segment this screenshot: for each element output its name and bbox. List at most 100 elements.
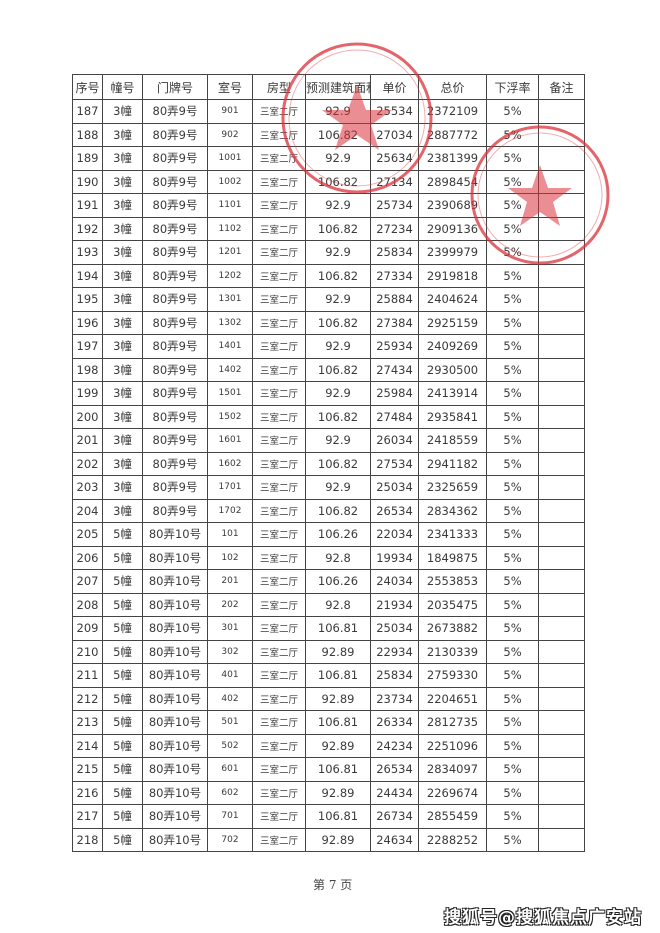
cell-area: 92.9	[305, 334, 371, 359]
cell-remark	[538, 287, 585, 312]
cell-layout: 三室二厅	[252, 663, 306, 688]
cell-building: 5幢	[102, 663, 143, 688]
cell-room-no: 601	[207, 757, 253, 782]
cell-layout: 三室二厅	[252, 592, 306, 617]
cell-remark	[538, 404, 585, 429]
table-row: 210 5幢 80弄10号 302 三室二厅 92.89 22934 2130339 5%	[72, 639, 585, 664]
cell-door-no: 80弄10号	[142, 569, 208, 594]
cell-door-no: 80弄10号	[142, 710, 208, 735]
cell-building: 5幢	[102, 827, 143, 852]
cell-unit-price: 27434	[370, 357, 419, 382]
cell-room-no: 1401	[207, 334, 253, 359]
table-row: 192 3幢 80弄9号 1102 三室二厅 106.82 27234 2909136 5%	[72, 216, 585, 241]
cell-total-price: 2251096	[418, 733, 487, 758]
cell-remark	[538, 146, 585, 171]
cell-discount-rate: 5%	[486, 592, 539, 617]
cell-layout: 三室二厅	[252, 545, 306, 570]
cell-building: 3幢	[102, 287, 143, 312]
cell-layout: 三室二厅	[252, 310, 306, 335]
cell-total-price: 2035475	[418, 592, 487, 617]
cell-area: 106.81	[305, 710, 371, 735]
cell-door-no: 80弄10号	[142, 757, 208, 782]
cell-total-price: 2325659	[418, 475, 487, 500]
cell-door-no: 80弄10号	[142, 545, 208, 570]
cell-layout: 三室二厅	[252, 616, 306, 641]
cell-remark	[538, 592, 585, 617]
cell-unit-price: 25034	[370, 475, 419, 500]
table-row: 188 3幢 80弄9号 902 三室二厅 106.82 27034 2887772 5%	[72, 122, 585, 147]
table-row: 213 5幢 80弄10号 501 三室二厅 106.81 26334 2812735 5%	[72, 710, 585, 735]
cell-unit-price: 25834	[370, 240, 419, 265]
table-row: 208 5幢 80弄10号 202 三室二厅 92.8 21934 2035475 5%	[72, 592, 585, 617]
cell-door-no: 80弄10号	[142, 804, 208, 829]
cell-seq: 209	[72, 616, 103, 641]
cell-layout: 三室二厅	[252, 334, 306, 359]
cell-door-no: 80弄10号	[142, 733, 208, 758]
cell-layout: 三室二厅	[252, 169, 306, 194]
cell-seq: 216	[72, 780, 103, 805]
cell-room-no: 701	[207, 804, 253, 829]
cell-door-no: 80弄9号	[142, 169, 208, 194]
cell-seq: 187	[72, 99, 103, 124]
cell-room-no: 1201	[207, 240, 253, 265]
cell-remark	[538, 216, 585, 241]
cell-layout: 三室二厅	[252, 146, 306, 171]
cell-remark	[538, 263, 585, 288]
cell-seq: 190	[72, 169, 103, 194]
table-row: 201 3幢 80弄9号 1601 三室二厅 92.9 26034 2418559 5%	[72, 428, 585, 453]
cell-total-price: 2553853	[418, 569, 487, 594]
cell-building: 5幢	[102, 710, 143, 735]
cell-remark	[538, 616, 585, 641]
cell-layout: 三室二厅	[252, 381, 306, 406]
cell-total-price: 2834097	[418, 757, 487, 782]
cell-area: 92.89	[305, 780, 371, 805]
cell-unit-price: 26534	[370, 498, 419, 523]
cell-building: 3幢	[102, 240, 143, 265]
cell-door-no: 80弄9号	[142, 498, 208, 523]
cell-seq: 210	[72, 639, 103, 664]
cell-discount-rate: 5%	[486, 804, 539, 829]
table-row: 197 3幢 80弄9号 1401 三室二厅 92.9 25934 2409269 5%	[72, 334, 585, 359]
cell-building: 3幢	[102, 334, 143, 359]
cell-building: 5幢	[102, 569, 143, 594]
cell-room-no: 502	[207, 733, 253, 758]
cell-total-price: 2812735	[418, 710, 487, 735]
cell-room-no: 102	[207, 545, 253, 570]
table-row: 206 5幢 80弄10号 102 三室二厅 92.8 19934 1849875 5%	[72, 545, 585, 570]
header-total-price: 总价	[418, 74, 487, 100]
cell-area: 106.82	[305, 216, 371, 241]
cell-seq: 188	[72, 122, 103, 147]
table-row: 212 5幢 80弄10号 402 三室二厅 92.89 23734 2204651 5%	[72, 686, 585, 711]
cell-room-no: 302	[207, 639, 253, 664]
cell-remark	[538, 451, 585, 476]
cell-layout: 三室二厅	[252, 686, 306, 711]
cell-discount-rate: 5%	[486, 122, 539, 147]
table-row: 195 3幢 80弄9号 1301 三室二厅 92.9 25884 2404624 5%	[72, 287, 585, 312]
cell-remark	[538, 663, 585, 688]
cell-remark	[538, 381, 585, 406]
cell-discount-rate: 5%	[486, 169, 539, 194]
cell-building: 5幢	[102, 757, 143, 782]
cell-room-no: 402	[207, 686, 253, 711]
cell-seq: 215	[72, 757, 103, 782]
cell-seq: 217	[72, 804, 103, 829]
header-unit-price: 单价	[370, 74, 419, 100]
cell-total-price: 2673882	[418, 616, 487, 641]
cell-seq: 191	[72, 193, 103, 218]
cell-total-price: 2418559	[418, 428, 487, 453]
cell-discount-rate: 5%	[486, 146, 539, 171]
page-number: 第 7 页	[313, 878, 353, 892]
cell-building: 5幢	[102, 639, 143, 664]
cell-unit-price: 22934	[370, 639, 419, 664]
cell-total-price: 2941182	[418, 451, 487, 476]
cell-remark	[538, 569, 585, 594]
cell-total-price: 2372109	[418, 99, 487, 124]
cell-discount-rate: 5%	[486, 451, 539, 476]
cell-building: 3幢	[102, 357, 143, 382]
cell-unit-price: 25834	[370, 663, 419, 688]
cell-layout: 三室二厅	[252, 757, 306, 782]
cell-building: 5幢	[102, 545, 143, 570]
cell-building: 5幢	[102, 780, 143, 805]
cell-layout: 三室二厅	[252, 780, 306, 805]
cell-building: 3幢	[102, 146, 143, 171]
